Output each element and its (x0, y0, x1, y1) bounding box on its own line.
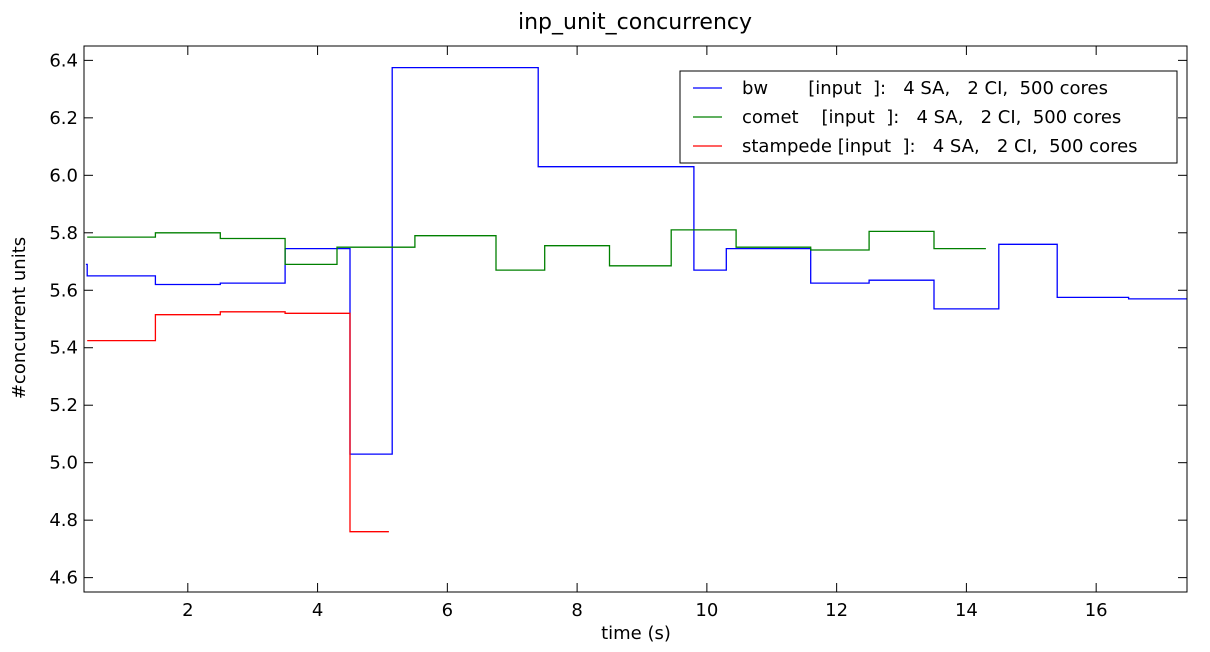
x-tick-label: 4 (312, 600, 323, 621)
legend-label-1: comet [input ]: 4 SA, 2 CI, 500 cores (742, 107, 1121, 128)
y-tick-label: 5.2 (49, 395, 78, 416)
x-tick-label: 8 (571, 600, 582, 621)
x-tick-label: 14 (955, 600, 978, 621)
y-tick-label: 6.2 (49, 108, 78, 129)
y-tick-label: 5.4 (49, 338, 78, 359)
plot-frame (83, 45, 1188, 593)
y-axis-label: #concurrent units (9, 237, 30, 399)
x-tick-label: 6 (442, 600, 453, 621)
plot-lines (85, 66, 1187, 533)
y-tick-label: 5.0 (49, 453, 78, 474)
legend-box (679, 70, 1178, 164)
series-line-2 (87, 311, 389, 533)
x-axis-label: time (s) (601, 623, 671, 644)
x-tick-label: 16 (1085, 600, 1108, 621)
axis-ticks: 2 4 6 8 10 12 14 16 4.6 4.8 5.0 5.2 5.4 5.6 5.8 6.0 6.2 6… (49, 46, 1187, 621)
y-tick-label: 4.6 (49, 568, 78, 589)
y-tick-label: 6.4 (49, 50, 78, 71)
y-tick-label: 6.0 (49, 165, 78, 186)
x-tick-label: 10 (695, 600, 718, 621)
series-line-0 (85, 66, 1187, 455)
y-tick-label: 5.8 (49, 223, 78, 244)
y-tick-label: 5.6 (49, 280, 78, 301)
legend: bw [input ]: 4 SA, 2 CI, 500 cores comet … (679, 70, 1178, 164)
legend-label-2: stampede [input ]: 4 SA, 2 CI, 500 cores (742, 136, 1138, 157)
chart-title: inp_unit_concurrency (518, 10, 752, 35)
x-tick-label: 12 (825, 600, 848, 621)
series-line-1 (87, 229, 986, 271)
x-tick-label: 2 (182, 600, 193, 621)
legend-label-0: bw [input ]: 4 SA, 2 CI, 500 cores (742, 78, 1108, 99)
y-tick-label: 4.8 (49, 510, 78, 531)
